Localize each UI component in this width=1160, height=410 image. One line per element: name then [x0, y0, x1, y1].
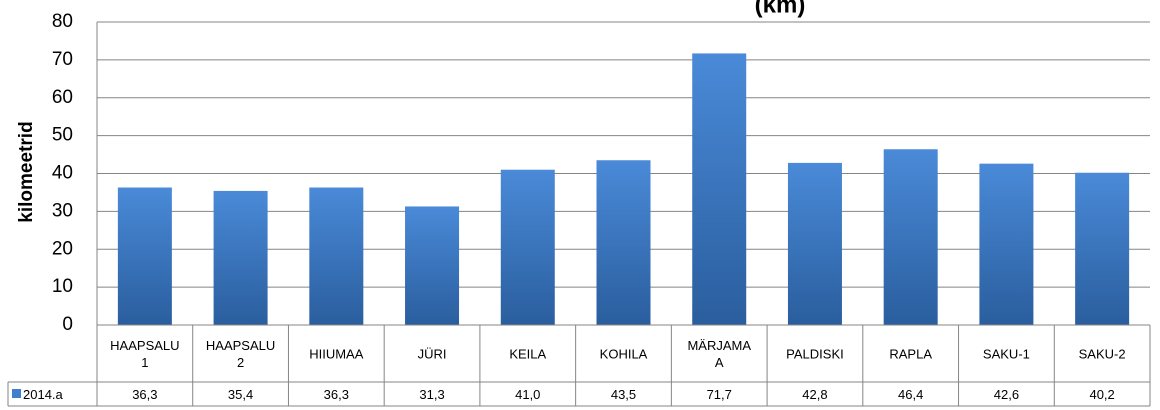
y-axis-label: kilomeetrid [16, 121, 37, 222]
y-tick-label: 40 [52, 163, 73, 184]
category-label: HAAPSALU 1 [110, 338, 179, 370]
bar [309, 187, 364, 325]
category-label: SAKU-2 [1079, 347, 1126, 362]
bar [117, 187, 172, 325]
bar [692, 53, 747, 325]
legend-swatch [12, 389, 21, 398]
bar [405, 206, 460, 325]
y-tick-label: 80 [52, 11, 73, 32]
bar [979, 163, 1034, 325]
data-value-label: 71,7 [707, 387, 732, 402]
category-label: PALDISKI [786, 347, 844, 362]
data-value-label: 40,2 [1089, 387, 1114, 402]
data-value-label: 36,3 [324, 387, 349, 402]
y-tick-label: 10 [52, 276, 73, 297]
category-label: KOHILA [600, 347, 648, 362]
category-label: KEILA [509, 347, 546, 362]
y-tick-label: 0 [62, 314, 73, 335]
category-label: HIIUMAA [309, 347, 364, 362]
bar [1075, 172, 1130, 325]
bar [883, 149, 938, 325]
y-axis-ticks: 0 10 20 30 40 50 60 70 80 [52, 11, 73, 335]
category-label: HAAPSALU 2 [206, 338, 275, 370]
bar [787, 162, 842, 325]
bar [500, 169, 555, 325]
data-value-label: 43,5 [611, 387, 636, 402]
y-tick-label: 50 [52, 125, 73, 146]
bar [596, 160, 651, 325]
category-label: SAKU-1 [983, 347, 1030, 362]
y-tick-label: 70 [52, 49, 73, 70]
y-tick-label: 20 [52, 238, 73, 259]
chart-title: (km) [755, 0, 806, 18]
bar-series [117, 53, 1130, 325]
category-label: MÄRJAMA A [687, 338, 751, 370]
data-table: HAAPSALU 1 HAAPSALU 2 HIIUMAA JÜRI KEILA KOHILA… [7, 324, 1151, 407]
data-value-label: 42,8 [802, 387, 827, 402]
legend-series-name: 2014.a [23, 387, 64, 402]
category-label: JÜRI [418, 347, 447, 362]
data-value-label: 36,3 [132, 387, 157, 402]
data-value-label: 41,0 [515, 387, 540, 402]
y-tick-label: 60 [52, 87, 73, 108]
data-value-label: 46,4 [898, 387, 923, 402]
data-value-label: 42,6 [994, 387, 1019, 402]
category-label: RAPLA [889, 347, 932, 362]
data-value-label: 31,3 [419, 387, 444, 402]
bar [213, 190, 268, 325]
data-value-label: 35,4 [228, 387, 253, 402]
y-tick-label: 30 [52, 200, 73, 221]
